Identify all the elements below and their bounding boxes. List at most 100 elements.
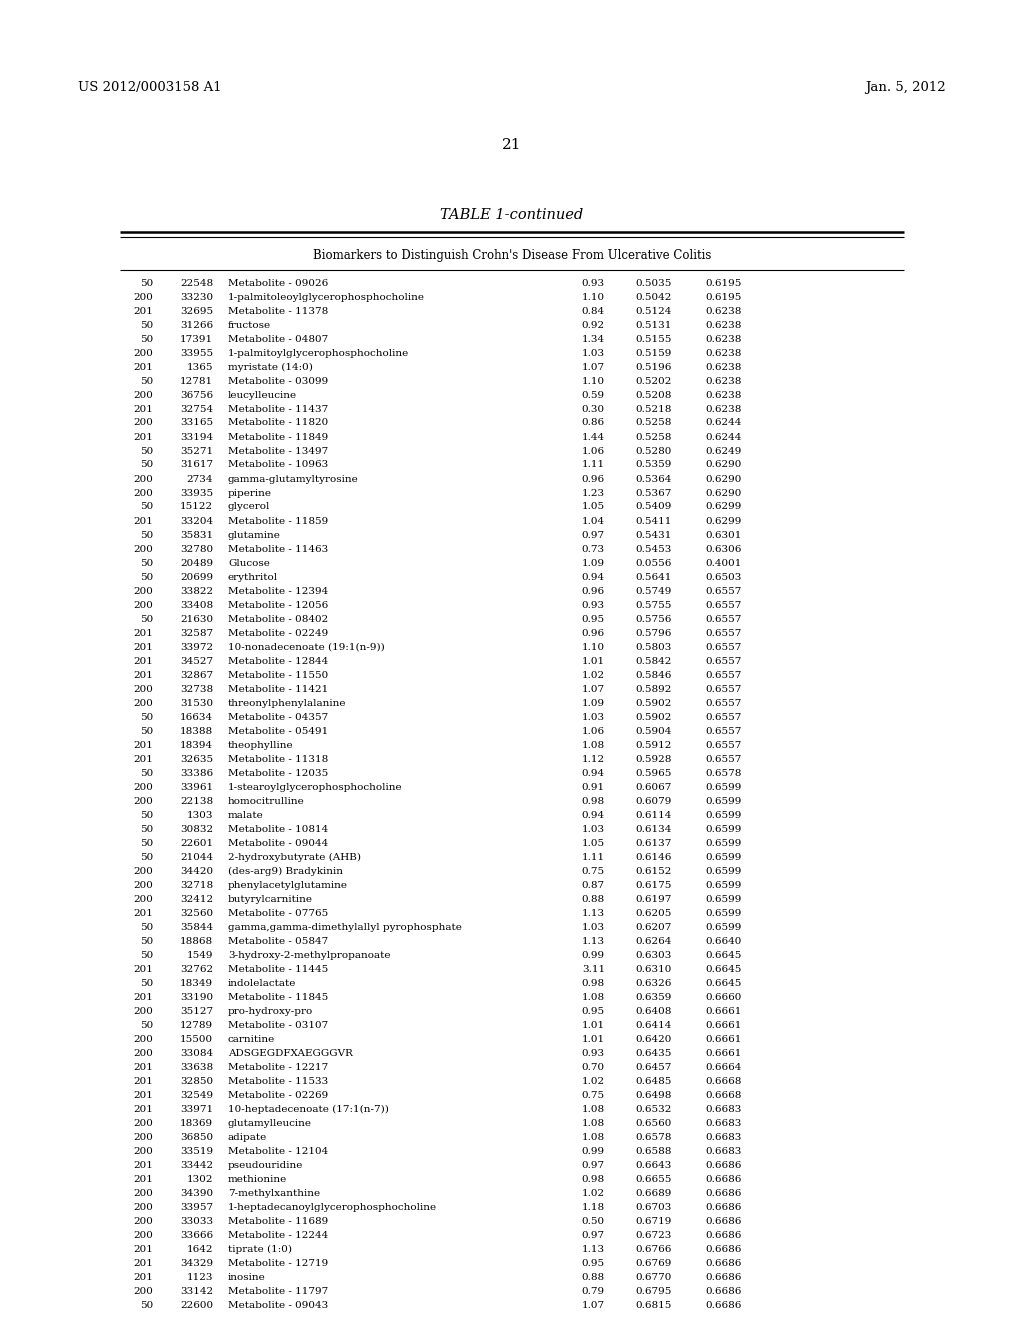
Text: 1-palmitoleoylglycerophosphocholine: 1-palmitoleoylglycerophosphocholine [228, 293, 425, 301]
Text: 22138: 22138 [180, 796, 213, 805]
Text: 1.18: 1.18 [582, 1203, 605, 1212]
Text: Metabolite - 11845: Metabolite - 11845 [228, 993, 329, 1002]
Text: 201: 201 [133, 741, 153, 750]
Text: 0.97: 0.97 [582, 1160, 605, 1170]
Text: erythritol: erythritol [228, 573, 279, 582]
Text: 0.70: 0.70 [582, 1063, 605, 1072]
Text: Metabolite - 10814: Metabolite - 10814 [228, 825, 329, 833]
Text: 201: 201 [133, 404, 153, 413]
Text: 50: 50 [139, 558, 153, 568]
Text: 18388: 18388 [180, 726, 213, 735]
Text: indolelactate: indolelactate [228, 978, 296, 987]
Text: 10-heptadecenoate (17:1(n-7)): 10-heptadecenoate (17:1(n-7)) [228, 1105, 389, 1114]
Text: 200: 200 [133, 698, 153, 708]
Text: 0.6557: 0.6557 [706, 643, 742, 652]
Text: 0.6557: 0.6557 [706, 671, 742, 680]
Text: 200: 200 [133, 601, 153, 610]
Text: inosine: inosine [228, 1272, 266, 1282]
Text: 0.5258: 0.5258 [636, 433, 672, 441]
Text: 0.5280: 0.5280 [636, 446, 672, 455]
Text: Metabolite - 11859: Metabolite - 11859 [228, 516, 329, 525]
Text: 0.6238: 0.6238 [706, 404, 742, 413]
Text: 0.5965: 0.5965 [636, 768, 672, 777]
Text: 50: 50 [139, 573, 153, 582]
Text: phenylacetylglutamine: phenylacetylglutamine [228, 880, 348, 890]
Text: 200: 200 [133, 1048, 153, 1057]
Text: Metabolite - 11797: Metabolite - 11797 [228, 1287, 329, 1295]
Text: Glucose: Glucose [228, 558, 270, 568]
Text: 0.94: 0.94 [582, 573, 605, 582]
Text: 0.99: 0.99 [582, 950, 605, 960]
Text: 0.5902: 0.5902 [636, 698, 672, 708]
Text: 36850: 36850 [180, 1133, 213, 1142]
Text: Metabolite - 12056: Metabolite - 12056 [228, 601, 329, 610]
Text: glycerol: glycerol [228, 503, 270, 511]
Text: 33971: 33971 [180, 1105, 213, 1114]
Text: butyrylcarnitine: butyrylcarnitine [228, 895, 313, 903]
Text: 0.5155: 0.5155 [636, 334, 672, 343]
Text: pro-hydroxy-pro: pro-hydroxy-pro [228, 1006, 313, 1015]
Text: 0.6703: 0.6703 [636, 1203, 672, 1212]
Text: 0.96: 0.96 [582, 628, 605, 638]
Text: 50: 50 [139, 615, 153, 623]
Text: 50: 50 [139, 321, 153, 330]
Text: 0.5208: 0.5208 [636, 391, 672, 400]
Text: 15122: 15122 [180, 503, 213, 511]
Text: 0.6686: 0.6686 [706, 1230, 742, 1239]
Text: Metabolite - 02249: Metabolite - 02249 [228, 628, 329, 638]
Text: Metabolite - 05847: Metabolite - 05847 [228, 936, 329, 945]
Text: 0.91: 0.91 [582, 783, 605, 792]
Text: 1549: 1549 [186, 950, 213, 960]
Text: 0.5411: 0.5411 [636, 516, 672, 525]
Text: 2-hydroxybutyrate (AHB): 2-hydroxybutyrate (AHB) [228, 853, 361, 862]
Text: 0.6457: 0.6457 [636, 1063, 672, 1072]
Text: 3-hydroxy-2-methylpropanoate: 3-hydroxy-2-methylpropanoate [228, 950, 390, 960]
Text: 0.98: 0.98 [582, 796, 605, 805]
Text: 0.6683: 0.6683 [706, 1105, 742, 1114]
Text: 0.93: 0.93 [582, 1048, 605, 1057]
Text: 1.10: 1.10 [582, 293, 605, 301]
Text: 0.6244: 0.6244 [706, 433, 742, 441]
Text: 0.6599: 0.6599 [706, 783, 742, 792]
Text: 0.6661: 0.6661 [706, 1035, 742, 1044]
Text: 17391: 17391 [180, 334, 213, 343]
Text: 50: 50 [139, 1300, 153, 1309]
Text: 0.88: 0.88 [582, 1272, 605, 1282]
Text: Metabolite - 11849: Metabolite - 11849 [228, 433, 329, 441]
Text: 0.6668: 0.6668 [706, 1077, 742, 1085]
Text: Jan. 5, 2012: Jan. 5, 2012 [865, 82, 946, 95]
Text: 0.6686: 0.6686 [706, 1217, 742, 1225]
Text: 33666: 33666 [180, 1230, 213, 1239]
Text: 0.95: 0.95 [582, 615, 605, 623]
Text: 32754: 32754 [180, 404, 213, 413]
Text: 0.5367: 0.5367 [636, 488, 672, 498]
Text: 50: 50 [139, 279, 153, 288]
Text: 32635: 32635 [180, 755, 213, 763]
Text: 0.6310: 0.6310 [636, 965, 672, 974]
Text: Metabolite - 11689: Metabolite - 11689 [228, 1217, 329, 1225]
Text: 1.11: 1.11 [582, 461, 605, 470]
Text: 0.79: 0.79 [582, 1287, 605, 1295]
Text: homocitrulline: homocitrulline [228, 796, 305, 805]
Text: 0.98: 0.98 [582, 978, 605, 987]
Text: 200: 200 [133, 586, 153, 595]
Text: 0.6197: 0.6197 [636, 895, 672, 903]
Text: glutamine: glutamine [228, 531, 281, 540]
Text: 1.10: 1.10 [582, 643, 605, 652]
Text: 0.6599: 0.6599 [706, 838, 742, 847]
Text: 0.6264: 0.6264 [636, 936, 672, 945]
Text: 200: 200 [133, 391, 153, 400]
Text: 0.6686: 0.6686 [706, 1300, 742, 1309]
Text: 32762: 32762 [180, 965, 213, 974]
Text: 0.6067: 0.6067 [636, 783, 672, 792]
Text: 0.5904: 0.5904 [636, 726, 672, 735]
Text: 0.6686: 0.6686 [706, 1245, 742, 1254]
Text: 0.6645: 0.6645 [706, 978, 742, 987]
Text: 0.5431: 0.5431 [636, 531, 672, 540]
Text: 31266: 31266 [180, 321, 213, 330]
Text: 201: 201 [133, 516, 153, 525]
Text: 0.6640: 0.6640 [706, 936, 742, 945]
Text: Metabolite - 11437: Metabolite - 11437 [228, 404, 329, 413]
Text: 0.6599: 0.6599 [706, 895, 742, 903]
Text: 0.6238: 0.6238 [706, 334, 742, 343]
